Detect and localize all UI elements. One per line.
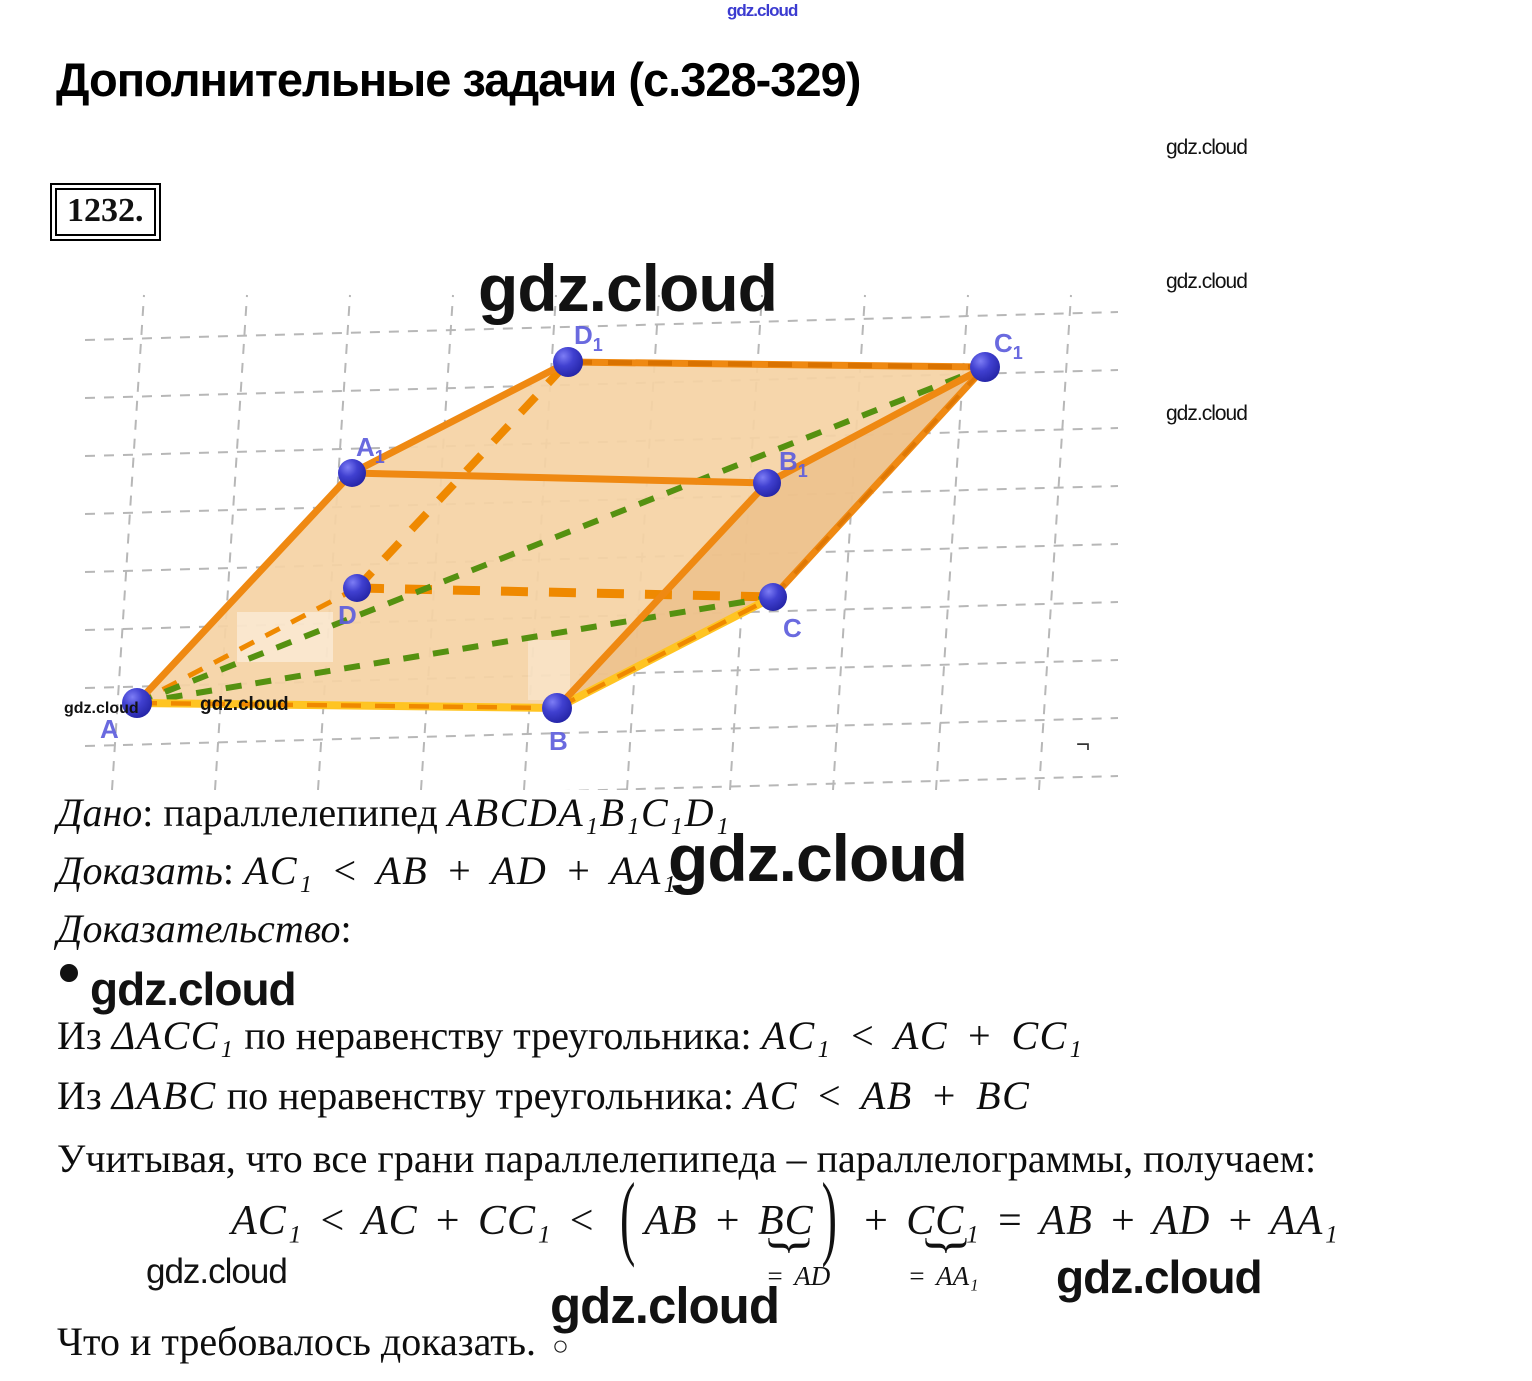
- label-B: B: [549, 726, 568, 756]
- underbrace-BC: BC{ = AD: [757, 1197, 830, 1291]
- underbrace-BC-expr: BC: [757, 1198, 814, 1244]
- given-label: Дано: [57, 790, 143, 835]
- proof-line: Доказательство:: [57, 905, 352, 953]
- edge-AA1: [133, 469, 356, 707]
- vertex-C: [759, 583, 787, 611]
- watermark-bottom-center: gdz.cloud: [550, 1277, 780, 1334]
- underbrace-CC1-label: = AA₁: [907, 1261, 979, 1291]
- vertex-B1: [753, 469, 781, 497]
- prove-label: Доказать: [57, 848, 223, 893]
- label-C: C: [783, 613, 802, 643]
- vertex-D: [343, 574, 371, 602]
- watermark-bullet-line: gdz.cloud: [90, 963, 297, 1015]
- triangle-inequality-line-2: Из ΔABC по неравенству треугольника: AC …: [57, 1072, 1030, 1120]
- faces-line: Учитывая, что все грани параллелепипеда …: [57, 1136, 1317, 1181]
- diagonal-AC1: [135, 364, 987, 706]
- parallelepiped-figure: A B C D A1 B1 C1 D1 ¬: [85, 294, 1119, 790]
- tri2-mid: по неравенству треугольника:: [216, 1073, 744, 1118]
- edge-AB-dash-overlay: [136, 700, 558, 711]
- triangle-inequality-line-1: Из ΔACC₁ по неравенству треугольника: AC…: [57, 1012, 1083, 1060]
- given-text: : параллелепипед: [142, 790, 448, 835]
- watermark-vertex-a-1: gdz.cloud: [64, 700, 139, 717]
- vertex-A1: [338, 459, 366, 487]
- label-A: A: [100, 714, 119, 744]
- prove-line: Доказать: AC₁ < AB + AD + AA₁: [57, 847, 677, 895]
- qed-text: Что и требовалось доказать.: [57, 1319, 537, 1364]
- corner-mark: ¬: [1076, 731, 1090, 758]
- faded-patch-2: [528, 640, 570, 700]
- edge-B1C1: [763, 363, 989, 487]
- label-D1: D1: [574, 320, 603, 355]
- formula-part2: AB +: [644, 1198, 758, 1244]
- formula-open-paren: (: [619, 1163, 637, 1268]
- formula-plus: +: [845, 1198, 907, 1244]
- problem-number-box: 1232.: [50, 183, 161, 241]
- tri1-result: AC₁ < AC + CC₁: [761, 1013, 1084, 1058]
- formula-part1: AC₁ < AC + CC₁ <: [231, 1198, 612, 1244]
- bullet-icon: [60, 964, 78, 982]
- edge-BB1: [553, 479, 771, 712]
- underbrace-glyph: {: [915, 1232, 972, 1258]
- watermark-top: gdz.cloud: [727, 1, 798, 20]
- vertex-D1: [553, 347, 583, 377]
- underbrace-BC-label: = AD: [765, 1261, 831, 1291]
- formula-close-paren: ): [821, 1163, 838, 1268]
- watermark-vertex-a-2: gdz.cloud: [200, 694, 289, 715]
- watermark-bottom-right: gdz.cloud: [1056, 1251, 1263, 1303]
- tri1-math: ΔACC₁: [111, 1013, 235, 1058]
- edge-DD1-hidden: [354, 359, 571, 591]
- edge-AD-hidden: [135, 585, 359, 706]
- proof-label: Доказательство: [57, 906, 341, 951]
- proof-colon: :: [340, 906, 352, 951]
- underbrace-CC1-expr: CC₁: [906, 1198, 980, 1244]
- label-B1: B1: [779, 446, 808, 481]
- watermark-figure: gdz.cloud: [478, 251, 778, 325]
- edge-CC1-dash-overlay: [771, 365, 987, 599]
- tri2-math: ΔABC: [111, 1073, 217, 1118]
- label-C1: C1: [994, 328, 1023, 363]
- vertex-B: [542, 693, 572, 723]
- label-A1: A1: [356, 432, 385, 467]
- tri2-pre: Из: [57, 1073, 112, 1118]
- watermark-right-2: gdz.cloud: [1166, 270, 1248, 293]
- edge-D1C1-dash-overlay: [567, 359, 986, 370]
- watermark-prove-line: gdz.cloud: [668, 821, 968, 895]
- edge-BC-dash-overlay: [555, 594, 775, 711]
- tri1-mid: по неравенству треугольника:: [234, 1013, 762, 1058]
- underbrace-CC1: CC₁{ = AA₁: [906, 1197, 980, 1291]
- watermark-right-3: gdz.cloud: [1166, 402, 1248, 425]
- underbrace-glyph: {: [757, 1232, 814, 1258]
- circle-mark: ○: [552, 1331, 569, 1362]
- faded-patch: [237, 612, 333, 662]
- edge-A1D1: [348, 358, 572, 477]
- label-D: D: [338, 600, 357, 630]
- page-title: Дополнительные задачи (с.328-329): [56, 53, 861, 106]
- vertex-C1: [970, 352, 1000, 382]
- given-line: Дано: параллелепипед ABCDA₁B₁C₁D₁: [57, 789, 730, 837]
- formula-part3: = AB + AD + AA₁: [979, 1198, 1339, 1244]
- qed-line: Что и требовалось доказать. ○: [57, 1318, 569, 1366]
- main-formula: AC₁ < AC + CC₁ < (AB + BC{= AD) + CC₁{= …: [100, 1163, 1470, 1291]
- watermark-bottom-left: gdz.cloud: [146, 1252, 288, 1291]
- prove-math: AC₁ < AB + AD + AA₁: [243, 848, 678, 893]
- watermark-right-1: gdz.cloud: [1166, 136, 1248, 159]
- prove-separator: :: [222, 848, 244, 893]
- given-math: ABCDA₁B₁C₁D₁: [447, 790, 731, 835]
- tri2-result: AC < AB + BC: [743, 1073, 1031, 1118]
- edge-A1B1: [348, 469, 771, 487]
- tri1-pre: Из: [57, 1013, 112, 1058]
- vertex-A: [122, 688, 152, 718]
- right-face: [557, 367, 985, 708]
- problem-number: 1232.: [67, 192, 144, 229]
